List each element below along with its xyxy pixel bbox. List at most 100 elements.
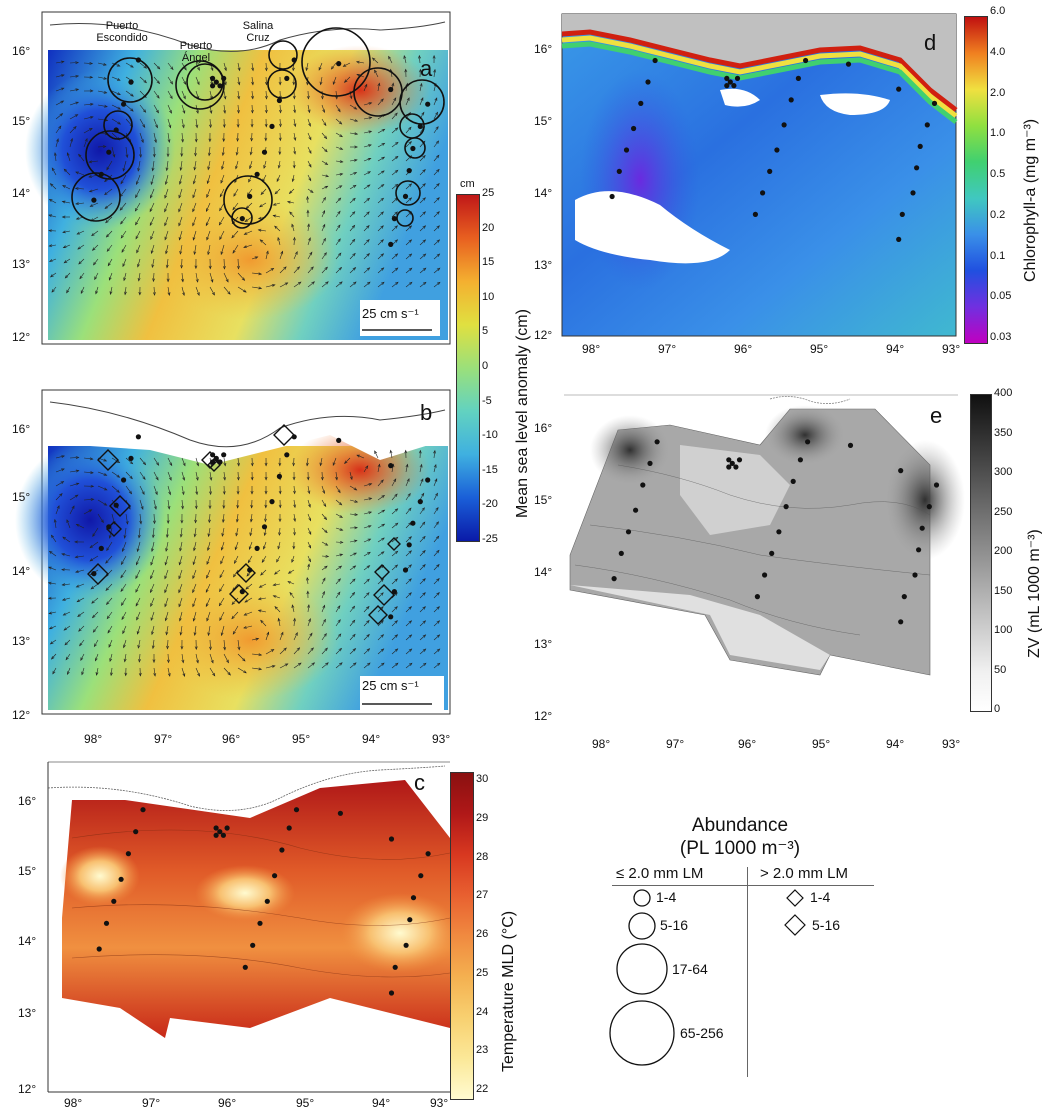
current-arrowhead (422, 564, 426, 568)
current-arrow (343, 62, 351, 67)
current-arrowhead (165, 631, 169, 636)
current-arrowhead (142, 461, 147, 466)
current-arrow (349, 471, 353, 480)
station-dot (337, 810, 343, 816)
current-arrowhead (220, 546, 224, 551)
current-arrowhead (308, 545, 311, 549)
current-arrow (349, 211, 356, 218)
current-arrowhead (349, 95, 353, 100)
current-arrow (419, 83, 422, 92)
current-arrow (55, 61, 64, 64)
current-arrow (277, 541, 281, 549)
current-arrowhead (205, 589, 209, 593)
station-dot (647, 460, 653, 466)
current-arrowhead (306, 195, 310, 200)
current-arrow (48, 214, 57, 218)
current-arrowhead (422, 578, 426, 582)
abundance-circle (404, 137, 426, 159)
current-arrow (349, 185, 357, 190)
current-arrowhead (89, 544, 94, 549)
current-arrow (125, 146, 128, 158)
current-arrow (181, 653, 184, 663)
current-arrowhead (151, 631, 154, 636)
current-arrowhead (120, 561, 124, 566)
current-arrow (335, 118, 342, 125)
current-arrowhead (273, 571, 278, 575)
current-arrow (93, 625, 99, 633)
current-arrowhead (354, 145, 358, 149)
current-arrow (192, 202, 197, 212)
current-arrow (66, 519, 71, 529)
current-arrowhead (277, 236, 281, 241)
current-arrowhead (291, 223, 295, 228)
current-arrow (139, 653, 141, 663)
current-arrow (178, 583, 183, 593)
current-arrowhead (435, 535, 440, 540)
current-arrow (69, 483, 79, 487)
current-arrow (391, 97, 397, 106)
current-arrowhead (264, 490, 268, 495)
current-arrow (223, 62, 227, 71)
current-arrow (106, 160, 113, 170)
current-arrow (419, 253, 426, 260)
station-dot (135, 57, 141, 63)
current-arrow (164, 202, 169, 212)
current-arrowhead (324, 529, 328, 534)
current-arrow (135, 230, 141, 239)
current-arrow (90, 202, 99, 207)
current-arrowhead (136, 548, 140, 553)
station-dot (111, 898, 117, 904)
current-arrow (67, 667, 71, 675)
current-arrowhead (293, 490, 296, 495)
station-dot (392, 964, 398, 970)
current-arrowhead (380, 197, 385, 202)
current-arrow (138, 527, 141, 538)
current-arrowhead (92, 629, 97, 633)
current-arrowhead (106, 248, 110, 252)
current-arrowhead (292, 545, 296, 550)
current-arrowhead (119, 207, 124, 211)
station-dot (729, 460, 735, 466)
current-arrowhead (105, 234, 110, 238)
current-arrowhead (308, 123, 311, 127)
current-arrowhead (183, 66, 187, 71)
current-arrowhead (194, 505, 198, 510)
place-puerto-angel: Puerto Ángel (179, 40, 213, 64)
current-arrowhead (209, 124, 212, 129)
current-arrowhead (306, 476, 310, 481)
current-arrow (79, 272, 85, 279)
current-arrowhead (137, 168, 141, 172)
current-arrow (152, 258, 155, 268)
current-arrowhead (193, 547, 196, 552)
current-arrow (419, 155, 426, 162)
current-arrow (405, 183, 412, 190)
current-arrowhead (106, 601, 110, 605)
current-arrowhead (323, 618, 326, 623)
current-arrowhead (323, 135, 328, 140)
current-arrow (403, 55, 407, 64)
current-arrow (335, 252, 342, 260)
station-dot (410, 895, 417, 901)
current-arrowhead (408, 648, 413, 652)
current-arrow (405, 507, 412, 515)
panel-c-map (47, 761, 460, 1093)
current-arrowhead (105, 560, 109, 564)
current-arrow (49, 258, 57, 262)
current-arrow (433, 550, 440, 557)
current-arrow (235, 160, 239, 169)
current-arrow (77, 244, 85, 250)
current-arrow (405, 464, 408, 473)
sla-colorbar-unit: cm (460, 178, 475, 190)
current-arrow (250, 146, 253, 155)
current-arrow (293, 146, 296, 155)
current-arrow (231, 230, 239, 239)
current-arrow (307, 252, 313, 260)
current-arrow (349, 253, 356, 260)
current-arrowhead (258, 653, 263, 657)
current-arrow (121, 244, 127, 253)
current-arrowhead (60, 481, 65, 485)
current-arrow (405, 634, 412, 641)
current-arrow (165, 174, 169, 185)
current-arrow (405, 648, 412, 655)
current-arrow (307, 485, 310, 494)
